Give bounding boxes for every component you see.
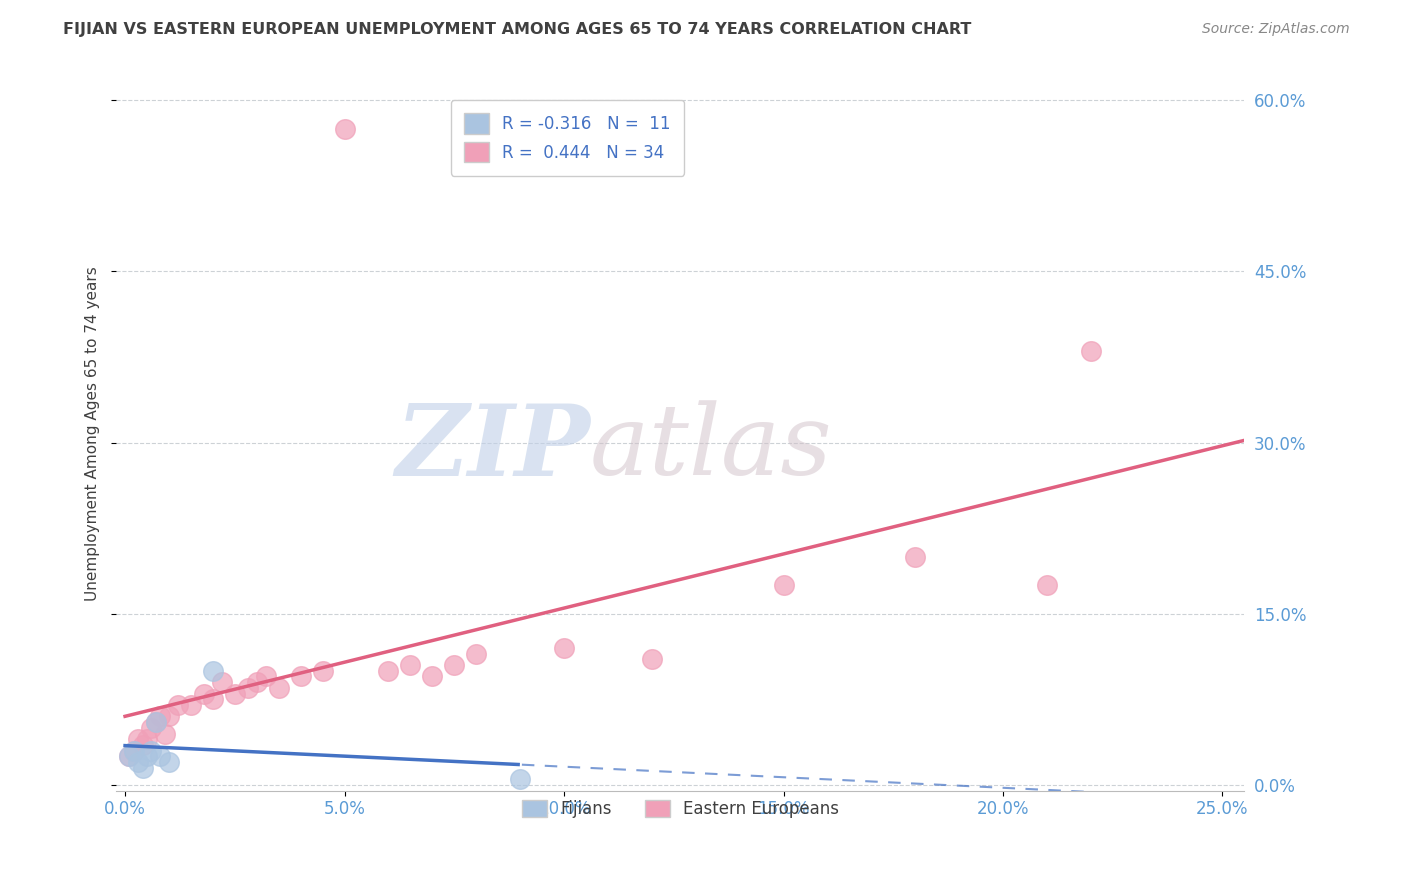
Point <box>180 698 202 712</box>
Point <box>127 755 149 769</box>
Legend: Fijians, Eastern Europeans: Fijians, Eastern Europeans <box>515 794 846 825</box>
Point <box>420 669 443 683</box>
Point <box>201 664 224 678</box>
Point <box>149 709 172 723</box>
Point <box>145 715 167 730</box>
Point <box>122 744 145 758</box>
Text: atlas: atlas <box>591 401 832 496</box>
Point <box>131 738 153 752</box>
Point <box>166 698 188 712</box>
Point <box>157 755 180 769</box>
Point <box>141 744 163 758</box>
Point <box>122 744 145 758</box>
Point <box>772 578 794 592</box>
Point <box>246 675 269 690</box>
Point <box>157 709 180 723</box>
Point <box>443 658 465 673</box>
Point <box>254 669 277 683</box>
Point <box>1036 578 1059 592</box>
Point <box>509 772 531 787</box>
Point <box>118 749 141 764</box>
Point <box>311 664 333 678</box>
Point <box>193 687 215 701</box>
Point <box>136 732 159 747</box>
Point <box>399 658 422 673</box>
Text: FIJIAN VS EASTERN EUROPEAN UNEMPLOYMENT AMONG AGES 65 TO 74 YEARS CORRELATION CH: FIJIAN VS EASTERN EUROPEAN UNEMPLOYMENT … <box>63 22 972 37</box>
Point <box>127 732 149 747</box>
Point <box>131 761 153 775</box>
Point <box>553 640 575 655</box>
Point <box>201 692 224 706</box>
Point <box>118 749 141 764</box>
Point <box>145 715 167 730</box>
Point <box>333 121 356 136</box>
Point <box>141 721 163 735</box>
Point <box>236 681 259 695</box>
Point <box>641 652 664 666</box>
Point <box>149 749 172 764</box>
Point <box>377 664 399 678</box>
Point <box>267 681 290 695</box>
Point <box>153 726 176 740</box>
Text: ZIP: ZIP <box>395 400 591 497</box>
Y-axis label: Unemployment Among Ages 65 to 74 years: Unemployment Among Ages 65 to 74 years <box>86 267 100 601</box>
Point <box>211 675 233 690</box>
Point <box>1080 344 1102 359</box>
Point <box>224 687 246 701</box>
Point <box>904 549 927 564</box>
Point <box>465 647 488 661</box>
Point <box>290 669 312 683</box>
Text: Source: ZipAtlas.com: Source: ZipAtlas.com <box>1202 22 1350 37</box>
Point <box>136 749 159 764</box>
